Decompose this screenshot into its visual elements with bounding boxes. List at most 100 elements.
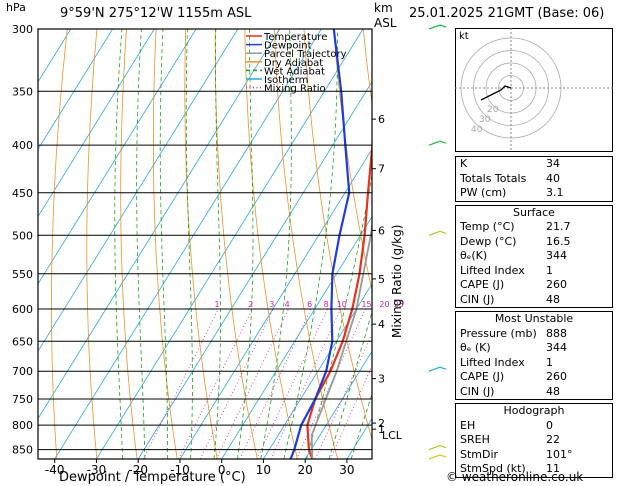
dry-adiabat-line: [153, 29, 178, 459]
mixing-ratio-label: 3: [269, 300, 274, 309]
dry-adiabat-line: [86, 29, 98, 459]
legend-label: Mixing Ratio: [264, 84, 326, 95]
hodograph-row: StmDir 101°: [456, 448, 612, 463]
pressure-tick-label: 550: [12, 268, 33, 281]
index-panel: K 34 Totals Totals 40 PW (cm) 3.1 Surface Tem…: [455, 156, 613, 478]
wind-barb: [428, 140, 447, 146]
pressure-tick-label: 400: [12, 139, 33, 152]
most-unstable-label: CIN (J): [460, 384, 495, 398]
dry-adiabat-line: [303, 29, 372, 441]
surface-value: 260: [546, 278, 567, 291]
wind-barb: [428, 230, 447, 236]
hodograph-row: StmSpd (kt) 11: [456, 462, 612, 477]
most-unstable-value: 1: [546, 355, 553, 369]
km-tick-label: 3: [378, 373, 385, 386]
km-tick-label: 6: [378, 224, 385, 237]
most-unstable-title: Most Unstable: [494, 312, 574, 325]
dry-adiabat-line: [214, 29, 258, 459]
plot-frame: [37, 28, 373, 460]
wind-barb: [428, 366, 447, 372]
pressure-tick-label: 300: [12, 23, 33, 36]
km-unit-label: km: [374, 1, 393, 15]
legend-label: Dry Adiabat: [264, 58, 323, 69]
x-tick-label: 20: [298, 463, 313, 477]
legend-label: Wet Adiabat: [264, 66, 325, 77]
km-tick-label: 5: [378, 273, 385, 286]
index-label: K: [460, 157, 468, 170]
pressure-tick-label: 850: [12, 444, 33, 457]
surface-value: 21.7: [546, 220, 571, 233]
hodograph-frame: [455, 28, 613, 152]
hodograph-ring-label: 20: [487, 105, 499, 115]
location-title: 9°59'N 275°12'W 1155m ASL: [60, 6, 252, 21]
surface-row: Lifted Index 1: [456, 264, 612, 279]
indices-box: K 34 Totals Totals 40 PW (cm) 3.1: [455, 156, 613, 202]
wet-adiabat-line: [237, 29, 254, 459]
index-row: PW (cm) 3.1: [456, 186, 612, 201]
surface-value: 16.5: [546, 234, 571, 248]
km-tick-label: 7: [378, 163, 385, 176]
most-unstable-box: Most Unstable Pressure (mb) 888 θₑ (K) 344 L…: [455, 311, 613, 400]
dry-adiabat-line: [184, 29, 218, 459]
surface-row: Temp (°C) 21.7: [456, 220, 612, 235]
pressure-tick-label: 350: [12, 85, 33, 98]
isotherm-line: [221, 215, 372, 459]
most-unstable-value: 888: [546, 326, 567, 340]
isotherm-line: [304, 350, 372, 459]
hodograph-title: Hodograph: [503, 404, 565, 417]
mixing-ratio-line: [199, 308, 274, 459]
most-unstable-value: 260: [546, 370, 567, 383]
mixing-ratio-label: 4: [285, 300, 290, 309]
surface-row: θₑ(K) 344: [456, 249, 612, 264]
most-unstable-value: 344: [546, 341, 567, 354]
dry-adiabat-line: [362, 29, 372, 107]
index-value: 3.1: [546, 186, 564, 199]
most-unstable-value: 48: [546, 384, 560, 398]
mixing-ratio-line: [142, 308, 219, 459]
pressure-tick-label: 600: [12, 303, 33, 316]
isotherm-line: [179, 148, 372, 459]
index-value: 40: [546, 171, 560, 185]
most-unstable-row: CIN (J) 48: [456, 385, 612, 400]
mixing-ratio-label: 15: [361, 300, 371, 309]
hodograph-ring-label: 40: [471, 125, 483, 135]
index-label: Totals Totals: [460, 171, 527, 185]
mixing-ratio-label: 1: [214, 300, 219, 309]
wind-barb: [428, 445, 447, 451]
km-tick-label: 2: [378, 417, 385, 430]
most-unstable-row: CAPE (J) 260: [456, 370, 612, 385]
most-unstable-label: θₑ (K): [460, 341, 491, 354]
surface-label: Lifted Index: [460, 263, 525, 277]
mixing-ratio-line: [178, 308, 253, 459]
x-tick-label: 0: [218, 463, 226, 477]
most-unstable-label: Pressure (mb): [460, 326, 537, 340]
hodograph-box: Hodograph EH 0 SREH 22 StmDir 101° StmSpd (kt)…: [455, 403, 613, 478]
isotherm-line: [54, 29, 322, 459]
wet-adiabat-line: [260, 29, 292, 459]
surface-title: Surface: [513, 205, 555, 219]
most-unstable-label: CAPE (J): [460, 370, 505, 383]
hodograph-label: SREH: [460, 433, 490, 446]
mixing-ratio-label: 20: [379, 300, 389, 309]
parcel-trajectory-line: [310, 219, 372, 459]
wet-adiabat-line: [159, 29, 168, 459]
index-label: PW (cm): [460, 186, 507, 199]
surface-value: 1: [546, 263, 553, 277]
x-tick-label: -40: [45, 463, 65, 477]
isotherm-line: [96, 29, 364, 459]
surface-value: 344: [546, 249, 567, 262]
surface-label: Temp (°C): [460, 220, 515, 233]
most-unstable-row: Pressure (mb) 888: [456, 327, 612, 342]
pressure-unit-label: hPa: [6, 1, 26, 14]
x-tick-label: -30: [87, 463, 107, 477]
surface-label: θₑ(K): [460, 249, 488, 262]
wet-adiabat-line: [350, 392, 372, 459]
wind-barb: [428, 454, 447, 460]
km-tick-label: 1: [378, 423, 385, 436]
x-tick-label: 30: [339, 463, 354, 477]
hodograph-label: StmSpd (kt): [460, 462, 526, 475]
surface-row: CAPE (J) 260: [456, 278, 612, 293]
index-value: 34: [546, 157, 560, 170]
wet-adiabat-line: [328, 309, 372, 459]
